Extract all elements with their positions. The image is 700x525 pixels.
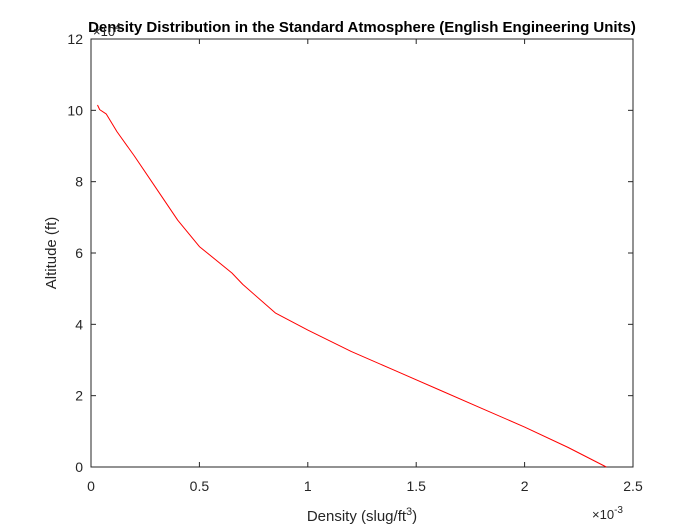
x-axis-label-suffix: ) [412,508,417,525]
y-tick-label: 4 [75,316,83,332]
x-axis-label-superscript: 3 [406,506,412,518]
axis-tick-labels: 0 0.5 1 1.5 2 2.5 0 2 4 6 8 10 12 [67,31,643,494]
x-tick-label: 0.5 [190,478,210,494]
plot-area [90,38,634,468]
x-tick-label: 1 [304,478,312,494]
y-tick-label: 6 [75,245,83,261]
x-tick-label: 1.5 [406,478,426,494]
y-tick-label: 2 [75,388,83,404]
x-axis-label: Density (slug/ft3) [307,506,417,525]
x-axis-exponent-power: -3 [614,505,623,516]
x-tick-label: 2.5 [623,478,643,494]
y-axis-label: Altitude (ft) [43,217,60,290]
y-axis-exponent-base: ×10 [93,24,115,39]
chart-title: Density Distribution in the Standard Atm… [88,19,636,36]
y-axis-exponent: ×104 [93,22,121,39]
axis-ticks [90,38,634,468]
x-axis-label-main: Density (slug/ft [307,508,407,525]
y-tick-label: 8 [75,174,83,190]
y-axis-exponent-power: 4 [115,22,121,33]
y-tick-label: 10 [67,102,83,118]
x-tick-label: 0 [87,478,95,494]
x-tick-label: 2 [521,478,529,494]
series-group [97,104,607,468]
x-axis-exponent: ×10-3 [592,505,623,522]
series-line [97,104,607,468]
y-tick-label: 0 [75,459,83,475]
y-tick-label: 12 [67,31,83,47]
x-axis-exponent-base: ×10 [592,507,614,522]
